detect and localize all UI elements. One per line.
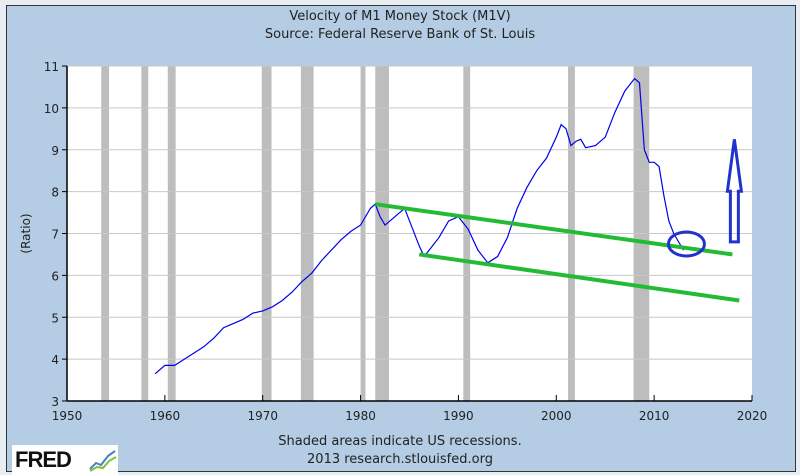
highlight-circle bbox=[666, 230, 706, 258]
x-tick-label: 1970 bbox=[247, 409, 278, 423]
y-tick-label: 8 bbox=[51, 186, 59, 200]
fred-logo-text: FRED bbox=[15, 447, 72, 472]
fred-chart-icon bbox=[89, 450, 117, 472]
x-tick-label: 2020 bbox=[737, 409, 768, 423]
y-tick-label: 4 bbox=[51, 353, 59, 367]
y-tick-label: 3 bbox=[51, 395, 59, 409]
credit: 2013 research.stlouisfed.org bbox=[307, 452, 493, 467]
x-tick-label: 1950 bbox=[52, 409, 83, 423]
y-tick-label: 9 bbox=[51, 144, 59, 158]
y-axis-label: (Ratio) bbox=[19, 213, 33, 253]
x-tick-label: 1960 bbox=[150, 409, 181, 423]
series-line-m1v bbox=[154, 77, 685, 375]
chart-title: Velocity of M1 Money Stock (M1V) bbox=[289, 9, 511, 24]
trend-line bbox=[374, 202, 733, 257]
up-arrow bbox=[725, 139, 744, 244]
y-tick-label: 5 bbox=[51, 311, 59, 325]
fred-logo: FRED bbox=[12, 445, 118, 475]
x-tick-label: 2010 bbox=[639, 409, 670, 423]
y-tick-label: 7 bbox=[51, 228, 59, 242]
x-tick-label: 1990 bbox=[443, 409, 474, 423]
trend-line bbox=[419, 252, 740, 303]
y-tick-label: 10 bbox=[44, 102, 59, 116]
y-tick-label: 11 bbox=[44, 60, 59, 74]
chart-subtitle: Source: Federal Reserve Bank of St. Loui… bbox=[264, 27, 536, 42]
x-tick-label: 2000 bbox=[541, 409, 572, 423]
recession-note: Shaded areas indicate US recessions. bbox=[278, 434, 522, 449]
x-tick-label: 1980 bbox=[345, 409, 376, 423]
y-tick-label: 6 bbox=[51, 269, 59, 283]
